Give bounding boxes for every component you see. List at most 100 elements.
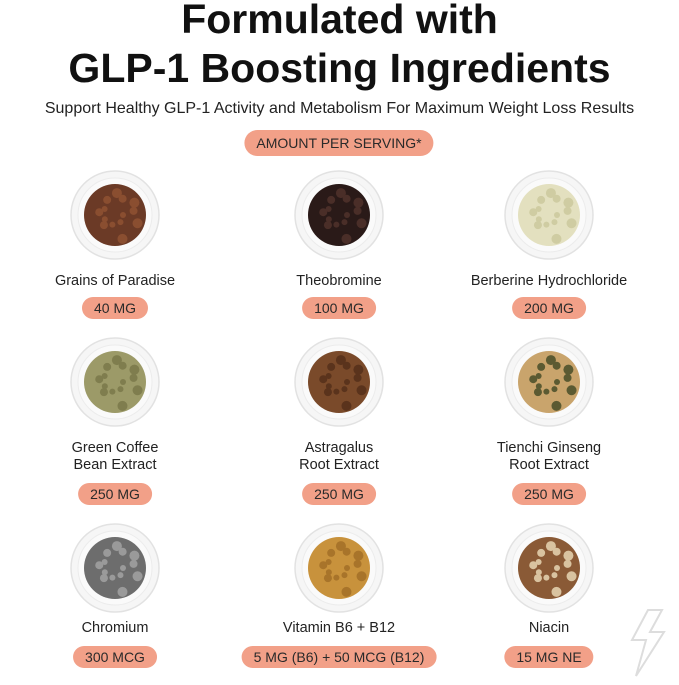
ingredient-speck xyxy=(333,221,340,228)
ingredient-speck xyxy=(335,355,346,366)
ingredient-speck xyxy=(535,372,542,379)
ingredient-speck xyxy=(344,212,350,218)
ingredient-speck xyxy=(551,386,558,393)
ingredient xyxy=(518,184,580,246)
ingredient-speck xyxy=(101,205,108,212)
ingredient-speck xyxy=(563,197,574,208)
ingredient-speck xyxy=(353,373,362,382)
ingredient-speck xyxy=(551,219,558,226)
ingredient-speck xyxy=(535,558,542,565)
ingredient-name: Green Coffee xyxy=(71,440,159,456)
ingredient xyxy=(84,537,146,599)
ingredient xyxy=(84,351,146,413)
amount: 200 MG xyxy=(512,297,586,319)
amount: 250 MG xyxy=(302,483,376,505)
ingredient-speck xyxy=(117,400,128,411)
ingredient-speck xyxy=(535,569,542,576)
ingredient-speck xyxy=(341,219,348,226)
amount: 250 MG xyxy=(512,483,586,505)
ingredient-name: Bean Extract xyxy=(73,457,157,473)
ingredient-speck xyxy=(132,385,143,396)
ingredient-speck xyxy=(563,373,572,382)
ingredient-speck xyxy=(111,355,122,366)
ingredient-speck xyxy=(120,379,126,385)
ingredient-speck xyxy=(353,559,362,568)
ingredient-speck xyxy=(353,550,364,561)
ingredient-speck xyxy=(552,361,561,370)
ingredient-speck xyxy=(533,221,542,230)
ingredient-speck xyxy=(543,574,550,581)
ingredient-speck xyxy=(563,559,572,568)
ingredient-speck xyxy=(120,212,126,218)
ingredient-speck xyxy=(132,571,143,582)
ingredient-speck xyxy=(132,218,143,229)
ingredient-speck xyxy=(552,194,561,203)
ingredient-speck xyxy=(323,388,332,397)
ingredient-speck xyxy=(129,373,138,382)
ingredient-speck xyxy=(341,386,348,393)
ingredient-speck xyxy=(103,362,112,371)
ingredient-speck xyxy=(529,375,538,384)
ingredient-speck xyxy=(535,205,542,212)
ingredient-speck xyxy=(325,205,332,212)
ingredient xyxy=(518,351,580,413)
ingredient-speck xyxy=(129,364,140,375)
amount: 15 MG NE xyxy=(504,646,594,668)
ingredient-speck xyxy=(552,547,561,556)
subtitle: Support Healthy GLP-1 Activity and Metab… xyxy=(44,100,635,117)
ingredient-speck xyxy=(535,383,542,390)
ingredient-speck xyxy=(545,355,556,366)
badge: AMOUNT PER SERVING* xyxy=(244,130,434,156)
ingredient-speck xyxy=(563,550,574,561)
ingredient xyxy=(518,537,580,599)
ingredient-speck xyxy=(103,195,112,204)
ingredient-speck xyxy=(537,362,546,371)
ingredient-speck xyxy=(537,195,546,204)
amount: 250 MG xyxy=(78,483,152,505)
ingredient-speck xyxy=(109,221,116,228)
title-line: Formulated with xyxy=(181,0,498,42)
ingredient-speck xyxy=(533,574,542,583)
ingredient-speck xyxy=(551,586,562,597)
ingredient-name: Root Extract xyxy=(509,457,589,473)
ingredient-speck xyxy=(99,221,108,230)
ingredient-speck xyxy=(109,388,116,395)
ingredient-speck xyxy=(319,375,328,384)
ingredient-speck xyxy=(335,541,346,552)
ingredient-name: Chromium xyxy=(81,620,149,636)
ingredient-speck xyxy=(111,541,122,552)
ingredient-speck xyxy=(129,206,138,215)
ingredient-speck xyxy=(551,572,558,579)
ingredient-speck xyxy=(545,188,556,199)
ingredient-speck xyxy=(356,385,367,396)
ingredient xyxy=(308,184,370,246)
ingredient-speck xyxy=(353,206,362,215)
logo xyxy=(630,609,666,677)
ingredient-speck xyxy=(99,388,108,397)
ingredient-speck xyxy=(319,208,328,217)
ingredient-speck xyxy=(529,208,538,217)
ingredient-speck xyxy=(109,574,116,581)
ingredient-speck xyxy=(554,212,560,218)
ingredient-speck xyxy=(129,550,140,561)
ingredient-speck xyxy=(120,565,126,571)
ingredient xyxy=(308,537,370,599)
ingredient-speck xyxy=(325,569,332,576)
ingredient-name: Vitamin B6 + B12 xyxy=(282,620,396,636)
ingredient-speck xyxy=(319,561,328,570)
ingredient-speck xyxy=(344,565,350,571)
ingredient-speck xyxy=(543,221,550,228)
ingredient-speck xyxy=(551,400,562,411)
ingredient-speck xyxy=(117,572,124,579)
ingredient-speck xyxy=(118,547,127,556)
ingredient-speck xyxy=(111,188,122,199)
amount: 40 MG xyxy=(81,297,149,319)
ingredient-speck xyxy=(129,197,140,208)
ingredient-speck xyxy=(341,233,352,244)
ingredient-speck xyxy=(325,216,332,223)
ingredient-speck xyxy=(342,361,351,370)
ingredient-speck xyxy=(342,547,351,556)
amount: 300 MCG xyxy=(73,646,157,668)
ingredient-name: Grains of Paradise xyxy=(54,273,176,289)
